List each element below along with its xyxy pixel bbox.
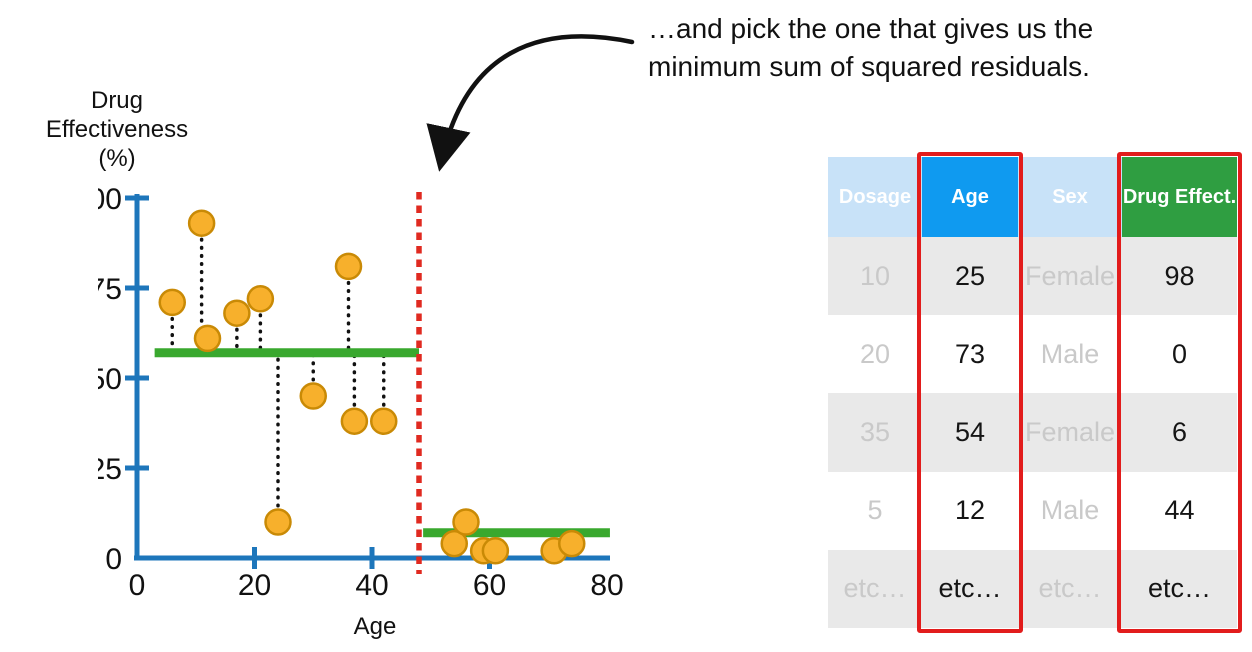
- y-tick-label: 25: [98, 453, 122, 486]
- data-point: [264, 508, 292, 536]
- data-point: [558, 529, 586, 558]
- table-cell-dosage: 5: [828, 471, 922, 550]
- x-tick-label: 0: [129, 569, 146, 602]
- table-cell-sex: Female: [1018, 237, 1122, 316]
- table-cell-effect: 0: [1122, 315, 1237, 394]
- data-point: [481, 537, 510, 565]
- table-cell-sex: Female: [1018, 393, 1122, 472]
- table-header-dosage: Dosage: [828, 157, 922, 237]
- y-tick-label: 0: [105, 543, 122, 576]
- table-header-effect: Drug Effect.: [1122, 157, 1237, 237]
- chart-svg: 0 25 50 75 100 0 20 40 60 80: [98, 183, 624, 602]
- data-table: Dosage Age Sex Drug Effect. 10 25 Female 98 20 73…: [828, 157, 1237, 628]
- data-point: [340, 407, 369, 435]
- x-tick-label: 40: [355, 569, 388, 602]
- y-tick-label: 50: [98, 363, 122, 396]
- annotation-arrow: [426, 34, 635, 172]
- data-point: [223, 299, 251, 327]
- x-axis-title: Age: [353, 613, 397, 640]
- table-cell-age: 25: [922, 237, 1018, 316]
- x-tick-label: 60: [473, 569, 506, 602]
- data-point: [452, 508, 480, 536]
- data-point: [370, 407, 398, 435]
- y-tick-label: 75: [98, 273, 122, 306]
- data-point: [187, 209, 216, 237]
- table-cell-dosage: 20: [828, 315, 922, 394]
- data-point: [334, 252, 363, 281]
- table-header-sex: Sex: [1018, 157, 1122, 237]
- data-point: [158, 288, 186, 317]
- table-cell-effect: 44: [1122, 471, 1237, 550]
- table-cell-age: 54: [922, 393, 1018, 472]
- table-cell-dosage: etc…: [828, 549, 922, 628]
- annotation-line2: minimum sum of squared residuals.: [648, 51, 1090, 82]
- annotation-text: …and pick the one that gives us the mini…: [648, 10, 1093, 86]
- y-axis-title-line3: (%): [98, 145, 136, 172]
- x-tick-label: 80: [590, 569, 623, 602]
- table-cell-age: 12: [922, 471, 1018, 550]
- y-axis-title-line1: Drug: [90, 87, 144, 114]
- data-point: [246, 285, 275, 313]
- table-cell-age: 73: [922, 315, 1018, 394]
- y-tick-label: 100: [98, 183, 122, 216]
- table-cell-sex: Male: [1018, 315, 1122, 394]
- table-header-age: Age: [922, 157, 1018, 237]
- data-table-container: Dosage Age Sex Drug Effect. 10 25 Female 98 20 73…: [828, 152, 1242, 633]
- table-cell-effect: 98: [1122, 237, 1237, 316]
- y-axis-title: Drug Effectiveness (%): [34, 86, 200, 173]
- arrow-path: [426, 34, 635, 172]
- table-cell-sex: Male: [1018, 471, 1122, 550]
- table-cell-sex: etc…: [1018, 549, 1122, 628]
- table-cell-effect: etc…: [1122, 549, 1237, 628]
- table-cell-effect: 6: [1122, 393, 1237, 472]
- annotation-line1: …and pick the one that gives us the: [648, 13, 1094, 44]
- data-point: [299, 382, 327, 410]
- y-axis-title-line2: Effectiveness: [45, 116, 189, 143]
- table-cell-dosage: 10: [828, 237, 922, 316]
- table-cell-age: etc…: [922, 549, 1018, 628]
- x-tick-label: 20: [238, 569, 271, 602]
- data-point: [440, 529, 468, 558]
- data-point: [193, 324, 222, 353]
- table-cell-dosage: 35: [828, 393, 922, 472]
